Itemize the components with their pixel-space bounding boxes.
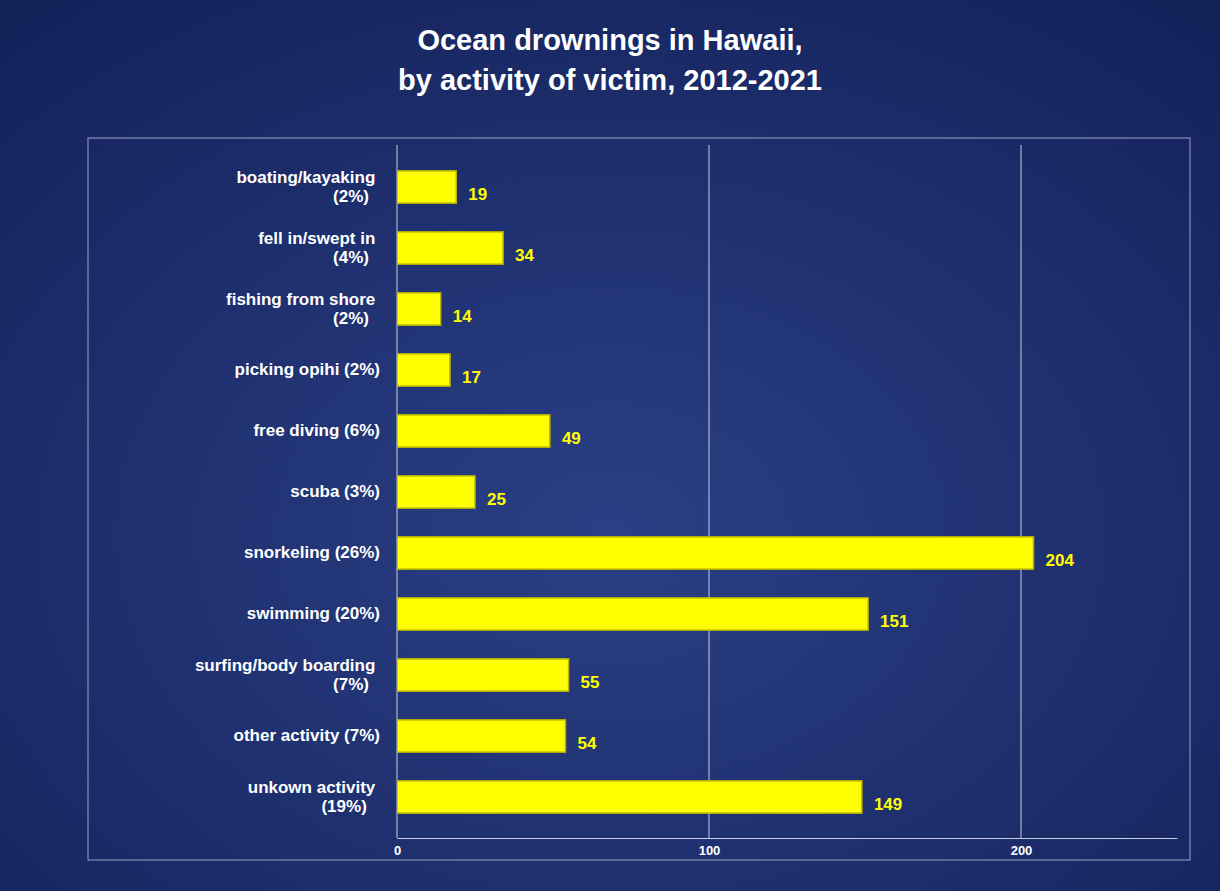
tick: fishing from shore (2%) xyxy=(226,290,380,329)
data-label: 55 xyxy=(581,673,600,692)
category-label: free diving (6%) xyxy=(253,421,380,440)
data-label: 14 xyxy=(453,307,472,326)
grid-line xyxy=(1021,145,1022,838)
category-label: swimming (20%) xyxy=(247,604,380,623)
bar xyxy=(397,415,550,447)
axis-line xyxy=(398,838,1178,839)
chart: Ocean drownings in Hawaii,by activity of… xyxy=(0,0,1220,891)
data-label: 49 xyxy=(562,429,581,448)
category-label: fishing from shore (2%) xyxy=(226,290,380,329)
tick: 0 xyxy=(394,838,401,858)
tick: unkown activity (19%) xyxy=(248,778,380,817)
tick-label: 200 xyxy=(1011,843,1033,858)
bar xyxy=(397,781,862,813)
bar xyxy=(397,537,1033,569)
tick: snorkeling (26%) xyxy=(244,543,380,562)
tick: swimming (20%) xyxy=(247,604,380,623)
category-label: surfing/body boarding (7%) xyxy=(195,656,380,695)
background xyxy=(0,0,1220,891)
tick: scuba (3%) xyxy=(290,482,380,501)
data-label: 54 xyxy=(577,734,596,753)
data-label: 204 xyxy=(1045,551,1074,570)
category-label: fell in/swept in (4%) xyxy=(258,229,380,268)
category-label: snorkeling (26%) xyxy=(244,543,380,562)
tick: other activity (7%) xyxy=(234,726,380,745)
bar xyxy=(397,354,450,386)
tick: 200 xyxy=(1011,838,1033,858)
tick-label: 0 xyxy=(394,843,401,858)
bar xyxy=(397,171,456,203)
category-label: picking opihi (2%) xyxy=(235,360,380,379)
grid-line xyxy=(709,145,710,838)
data-label: 34 xyxy=(515,246,534,265)
category-label: other activity (7%) xyxy=(234,726,380,745)
y-axis: boating/kayaking (2%) fell in/swept in (4… xyxy=(195,168,380,817)
tick: fell in/swept in (4%) xyxy=(258,229,380,268)
category-label: scuba (3%) xyxy=(290,482,380,501)
bar xyxy=(397,232,503,264)
data-label: 151 xyxy=(880,612,908,631)
data-label: 25 xyxy=(487,490,506,509)
bar xyxy=(397,659,569,691)
bars xyxy=(397,171,1033,813)
category-label: unkown activity (19%) xyxy=(248,778,380,817)
tick-label: 100 xyxy=(699,843,721,858)
tick: boating/kayaking (2%) xyxy=(236,168,380,207)
grid xyxy=(397,145,1021,838)
title: Ocean drownings in Hawaii,by activity of… xyxy=(398,24,822,96)
tick: surfing/body boarding (7%) xyxy=(195,656,380,695)
data-label: 149 xyxy=(874,795,902,814)
category-label: boating/kayaking (2%) xyxy=(236,168,380,207)
bar xyxy=(397,598,868,630)
data-labels: 19 34 14 17 49 25 204 151 55 54 149 xyxy=(453,185,1075,814)
bar xyxy=(397,293,441,325)
data-label: 19 xyxy=(468,185,487,204)
x-axis: 0 100 200 xyxy=(394,838,1178,858)
frame xyxy=(88,138,1190,860)
tick: picking opihi (2%) xyxy=(235,360,380,379)
tick: free diving (6%) xyxy=(253,421,380,440)
bar xyxy=(397,476,475,508)
tick: 100 xyxy=(699,838,721,858)
bar xyxy=(397,720,565,752)
data-label: 17 xyxy=(462,368,481,387)
